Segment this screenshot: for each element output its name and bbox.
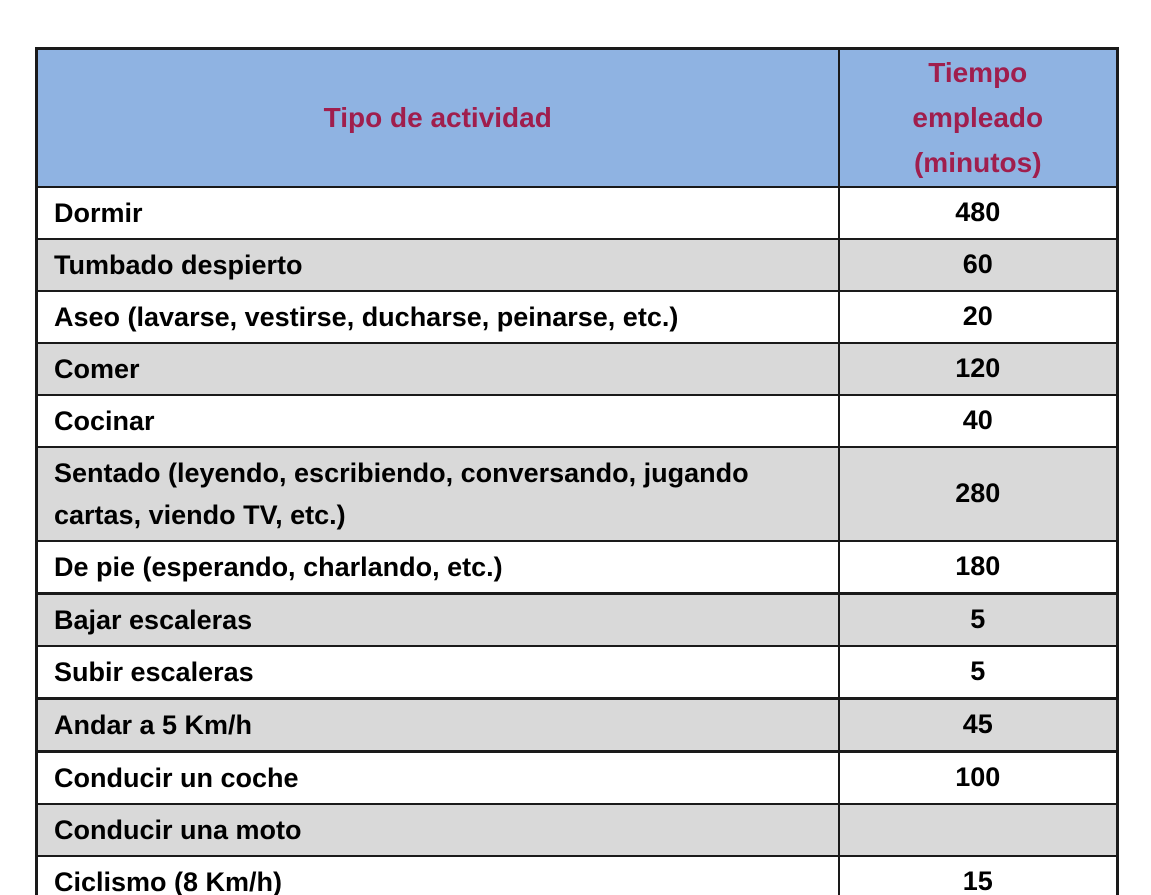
table-row: Bajar escaleras 5	[35, 592, 1119, 647]
activity-cell: Conducir una moto	[35, 802, 840, 857]
activity-cell: Sentado (leyendo, escribiendo, conversan…	[35, 445, 840, 542]
header-activity: Tipo de actividad	[35, 47, 840, 188]
time-cell: 20	[837, 289, 1119, 344]
table-row: Ciclismo (8 Km/h) 15	[35, 854, 1119, 895]
activity-cell: De pie (esperando, charlando, etc.)	[35, 539, 840, 595]
activity-cell: Tumbado despierto	[35, 237, 840, 292]
time-cell: 5	[837, 644, 1119, 700]
table-row: Andar a 5 Km/h 45	[35, 697, 1119, 753]
table-row: Aseo (lavarse, vestirse, ducharse, peina…	[35, 289, 1119, 344]
table-row: Conducir una moto	[35, 802, 1119, 857]
time-cell: 40	[837, 393, 1119, 448]
table-row: Conducir un coche 100	[35, 750, 1119, 805]
time-cell: 120	[837, 341, 1119, 396]
time-cell: 45	[837, 697, 1119, 753]
time-cell: 180	[837, 539, 1119, 595]
table-row: De pie (esperando, charlando, etc.) 180	[35, 539, 1119, 595]
time-cell: 5	[837, 592, 1119, 647]
activity-time-table: Tipo de actividad Tiempo empleado (minut…	[35, 47, 1119, 895]
time-cell: 480	[837, 185, 1119, 240]
table-row: Subir escaleras 5	[35, 644, 1119, 700]
table-row: Sentado (leyendo, escribiendo, conversan…	[35, 445, 1119, 542]
activity-cell: Aseo (lavarse, vestirse, ducharse, peina…	[35, 289, 840, 344]
table-row: Tumbado despierto 60	[35, 237, 1119, 292]
header-time-line-1: Tiempo	[928, 57, 1028, 89]
activity-cell: Cocinar	[35, 393, 840, 448]
table-row: Dormir 480	[35, 185, 1119, 240]
activity-cell: Conducir un coche	[35, 750, 840, 805]
activity-cell: Comer	[35, 341, 840, 396]
header-row: Tipo de actividad Tiempo empleado (minut…	[35, 47, 1119, 188]
activity-cell: Andar a 5 Km/h	[35, 697, 840, 753]
time-cell	[837, 802, 1119, 857]
header-time: Tiempo empleado (minutos)	[837, 47, 1119, 188]
time-cell: 100	[837, 750, 1119, 805]
table-row: Cocinar 40	[35, 393, 1119, 448]
activity-cell: Bajar escaleras	[35, 592, 840, 647]
time-cell: 15	[837, 854, 1119, 895]
time-cell: 280	[837, 445, 1119, 542]
table-body: Dormir 480 Tumbado despierto 60 Aseo (la…	[35, 185, 1119, 895]
activity-cell: Subir escaleras	[35, 644, 840, 700]
header-time-line-2: empleado	[912, 102, 1044, 134]
activity-cell: Dormir	[35, 185, 840, 240]
table-row: Comer 120	[35, 341, 1119, 396]
time-cell: 60	[837, 237, 1119, 292]
table-header: Tipo de actividad Tiempo empleado (minut…	[35, 47, 1119, 188]
activity-cell: Ciclismo (8 Km/h)	[35, 854, 840, 895]
header-time-line-3: (minutos)	[913, 147, 1042, 179]
